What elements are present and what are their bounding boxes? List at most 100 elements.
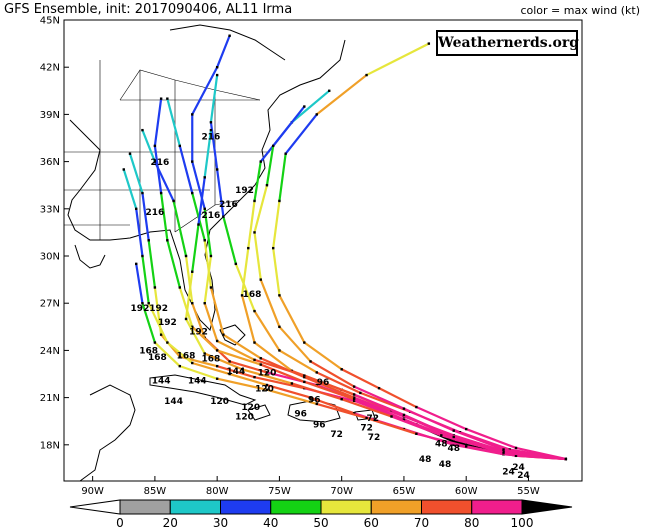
track-1-point-7 [222, 333, 225, 336]
track-6-point-12 [135, 207, 138, 211]
track-4-segment-7 [272, 247, 281, 297]
track-4-point-3 [415, 405, 418, 409]
hour-label-12: 168 [139, 347, 158, 357]
track-7-point-4 [359, 391, 362, 395]
track-5-point-7 [215, 349, 219, 352]
track-2-point-4 [352, 399, 356, 402]
track-8-point-12 [209, 128, 213, 132]
track-7-segment-9 [216, 168, 225, 218]
track-3-segment-9 [253, 160, 262, 203]
track-3-point-9 [253, 199, 256, 203]
track-11-point-10 [203, 207, 206, 211]
track-10-point-11 [303, 105, 306, 108]
track-7-segment-6 [253, 309, 281, 352]
track-2-point-12 [141, 191, 144, 195]
track-3-point-12 [328, 89, 331, 93]
track-0-segment-9 [184, 254, 194, 305]
track-1-point-8 [209, 286, 213, 289]
hour-label-33: 48 [447, 444, 460, 454]
track-6-segment-5 [265, 383, 312, 399]
hour-label-9: 192 [158, 318, 177, 328]
track-11-point-4 [352, 393, 356, 396]
track-1-segment-8 [203, 239, 213, 289]
track-5-point-3 [402, 418, 406, 421]
colorbar-segment-4 [320, 499, 372, 515]
track-7-point-7 [253, 309, 256, 313]
track-11-point-8 [203, 302, 206, 305]
track-11-segment-13 [216, 34, 231, 69]
track-8-point-9 [191, 270, 194, 273]
track-8-point-8 [184, 317, 188, 321]
track-8-segment-9 [191, 223, 200, 273]
wind-colorbar: 0 20 30 40 50 60 70 80 100 [69, 499, 573, 530]
colorbar-label-0: 0 [116, 516, 124, 530]
track-4-point-9 [278, 199, 281, 203]
track-5-segment-10 [160, 191, 169, 242]
colorbar-segment-0 [119, 499, 171, 515]
track-4-segment-3 [377, 387, 418, 409]
track-3-point-7 [240, 294, 244, 297]
hour-label-3: 216 [202, 211, 221, 221]
track-11-segment-4 [303, 374, 356, 396]
track-10-point-6 [278, 325, 281, 329]
plot-frame [63, 19, 583, 482]
hour-label-29: 72 [360, 424, 373, 434]
track-8-point-6 [240, 368, 244, 371]
track-11-point-12 [191, 113, 194, 116]
track-11-point-0 [564, 457, 568, 461]
track-5-point-6 [259, 363, 262, 366]
hour-label-22: 120 [241, 403, 260, 413]
track-10-point-2 [452, 429, 455, 432]
track-7-point-12 [215, 73, 219, 77]
track-9-segment-9 [141, 302, 156, 344]
track-4-segment-2 [415, 405, 468, 431]
track-4-point-12 [365, 73, 368, 77]
lat-tick-label-8: 42N [40, 63, 60, 74]
track-0-point-7 [228, 360, 231, 363]
track-2-segment-5 [253, 376, 306, 390]
track-0-point-13 [141, 128, 144, 132]
track-4-segment-4 [340, 368, 381, 390]
track-1-segment-11 [166, 97, 181, 147]
track-5-point-13 [159, 97, 163, 100]
colorbar-segment-2 [220, 499, 272, 515]
colorbar-segment-7 [471, 499, 523, 515]
track-10-segment-5 [278, 325, 312, 363]
track-3-point-6 [253, 341, 256, 344]
track-1-segment-6 [222, 333, 262, 360]
track-1-point-12 [166, 97, 169, 100]
track-9-segment-3 [365, 416, 418, 435]
track-10-point-5 [309, 360, 312, 363]
track-1-segment-4 [303, 376, 356, 399]
track-6-point-11 [141, 254, 144, 258]
track-4-segment-9 [278, 152, 287, 203]
track-1-segment-3 [353, 396, 406, 418]
track-6-point-8 [191, 361, 194, 365]
track-7-segment-5 [278, 349, 318, 374]
track-1-point-10 [191, 191, 194, 195]
track-0-point-6 [265, 371, 269, 374]
track-5-segment-2 [402, 418, 455, 440]
track-5-segment-9 [166, 239, 181, 289]
track-10-segment-2 [402, 407, 455, 432]
track-6-point-5 [309, 396, 312, 399]
track-5-segment-12 [153, 97, 163, 147]
track-1-segment-10 [178, 144, 194, 195]
track-11-point-9 [209, 254, 213, 258]
track-10-segment-4 [309, 360, 356, 388]
track-11-segment-10 [191, 160, 206, 210]
track-lines [122, 34, 568, 461]
lon-tick-label-1: 85W [144, 486, 167, 497]
lat-tick-label-9: 45N [40, 16, 60, 27]
track-8-segment-11 [203, 129, 213, 179]
colorbar-label-3: 40 [263, 516, 278, 530]
track-6-point-13 [122, 168, 125, 171]
colorbar-label-4: 50 [313, 516, 328, 530]
track-9-segment-10 [135, 262, 144, 305]
track-10-segment-7 [253, 231, 262, 281]
track-4-segment-11 [315, 73, 368, 116]
track-9-point-8 [178, 364, 182, 368]
track-11-segment-9 [203, 207, 213, 258]
track-2-segment-12 [128, 152, 144, 195]
track-9-point-9 [153, 341, 157, 344]
